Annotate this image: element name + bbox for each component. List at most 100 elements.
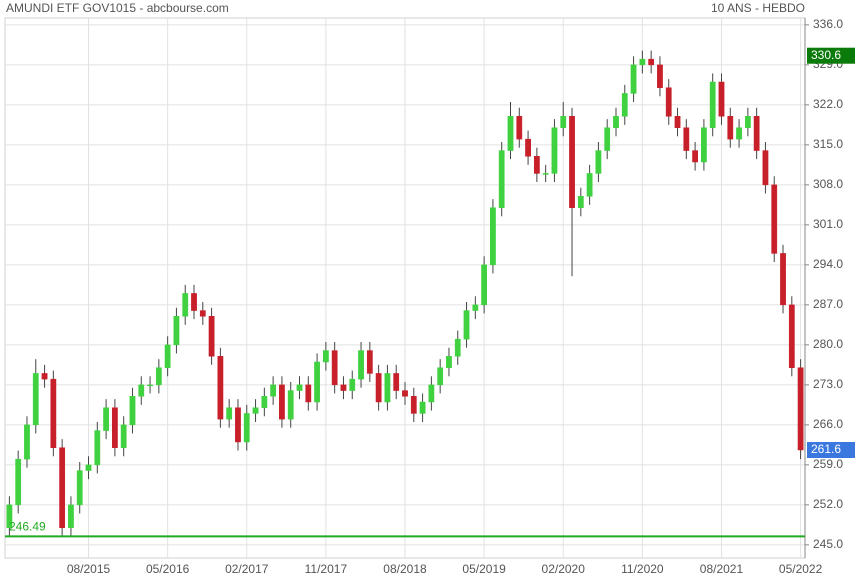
y-tick-label: 252.0 [813,497,843,511]
candle-body [788,304,795,368]
candle-body [15,458,22,506]
candle-body [410,396,417,414]
candle-body [147,384,153,387]
candle-body [129,396,136,426]
candle-body [358,350,364,380]
candle-body [569,116,575,208]
candle-body [507,116,514,151]
candle-body [701,127,707,163]
x-tick-label: 08/2015 [67,562,111,576]
candle-body [797,367,804,451]
candle-body [287,390,294,420]
price-tag-label: 330.6 [811,48,841,62]
candle-body [490,207,496,266]
price-tag [807,47,855,64]
candle-body [454,338,461,357]
y-tick-label: 308.0 [813,177,843,191]
candle-body [481,264,488,306]
candle-body [463,310,470,340]
candle-body [340,384,347,391]
candle-body [446,356,452,368]
candle-body [59,447,66,528]
candle-body [428,384,435,403]
candle-body [437,367,444,386]
candle-body [164,344,171,368]
candle-body [604,127,611,151]
candle-body [665,87,672,117]
candle-body [226,407,233,420]
candle-body [94,430,101,466]
candle-body [753,116,760,151]
candle-body [182,293,189,317]
candle-body [613,116,619,128]
candle-body [32,373,39,426]
candle-body [727,116,734,140]
x-tick-label: 02/2020 [542,562,586,576]
candle-body [683,127,690,151]
candle-body [305,384,312,403]
candle-body [525,138,531,157]
candle-body [709,81,716,128]
candle-body [120,424,127,448]
candle-body [270,384,277,397]
support-label: 246.49 [9,520,46,534]
candle-body [296,384,303,391]
y-tick-label: 280.0 [813,337,843,351]
candle-body [419,401,426,414]
candle-body [771,184,778,254]
candle-body [322,350,329,363]
candle-body [76,470,83,506]
y-tick-label: 259.0 [813,457,843,471]
y-tick-label: 315.0 [813,137,843,151]
candle-body [252,407,259,414]
candle-body [657,64,663,88]
candle-body [736,127,742,140]
x-tick-label: 08/2021 [700,562,744,576]
candle-body [621,93,628,117]
candle-body [217,356,224,420]
y-tick-label: 287.0 [813,297,843,311]
x-tick-label: 11/2020 [621,562,664,576]
candle-body [243,413,250,443]
y-tick-label: 294.0 [813,257,843,271]
candle-body [155,367,162,386]
candle-body [349,378,356,391]
candle-body [516,116,523,140]
candle-body [718,81,725,117]
chart-subtitle: 10 ANS - HEBDO [711,1,805,15]
candle-body [331,350,338,386]
candle-body [542,173,549,175]
candle-body [586,173,593,197]
candle-body [112,407,118,448]
candle-body [314,361,320,403]
y-tick-label: 336.0 [813,17,843,31]
price-tag [807,442,855,458]
candle-body [402,390,408,397]
y-tick-label: 273.0 [813,377,843,391]
candle-body [762,150,769,186]
x-tick-label: 08/2018 [383,562,427,576]
candle-body [173,316,180,346]
y-tick-label: 322.0 [813,97,843,111]
candle-body [560,116,567,128]
candle-body [68,504,74,528]
candle-body [551,127,558,174]
candle-body [138,384,145,397]
candle-body [261,396,268,408]
candle-body [472,304,479,311]
candle-body [85,464,92,471]
candle-body [498,150,505,208]
candle-body [639,58,646,66]
chart-title: AMUNDI ETF GOV1015 - abcbourse.com [6,1,229,15]
x-tick-label: 05/2019 [462,562,506,576]
candle-body [50,378,57,448]
candle-body [6,504,13,528]
candle-body [279,384,285,420]
candle-body [375,373,382,403]
price-tag-label: 261.6 [811,442,841,456]
candle-body [41,373,48,380]
candle-body [674,116,681,128]
y-tick-label: 245.0 [813,537,843,551]
candle-body [630,64,637,94]
